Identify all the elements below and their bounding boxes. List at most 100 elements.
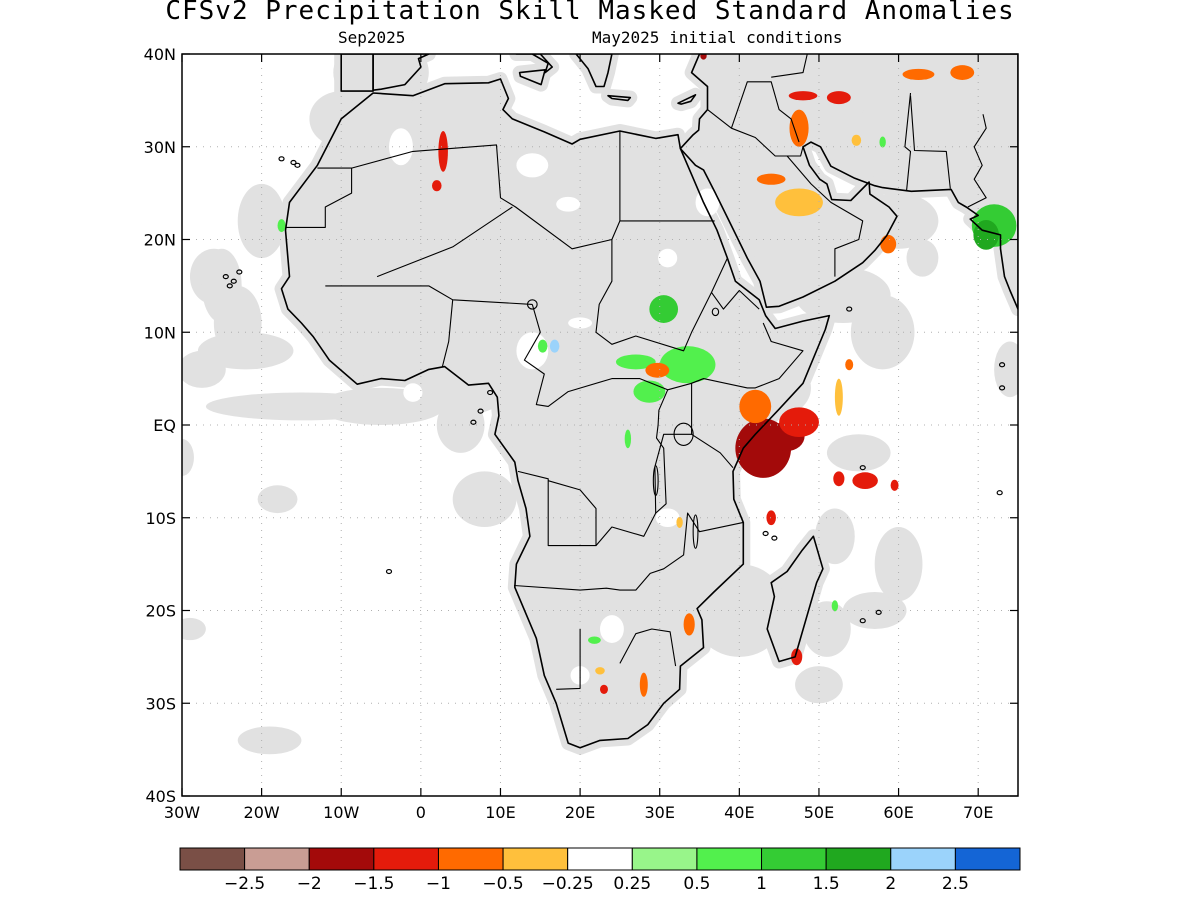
coastline [607,94,632,102]
lake-outline [711,307,720,317]
anomaly-patch [756,173,786,185]
colorbar-swatch [308,847,375,871]
anomaly-patch [615,354,656,370]
anomaly-patch [432,180,442,192]
anomaly-shading [277,54,1017,697]
masked-region [858,193,939,249]
country-border [513,512,744,591]
island-outline [859,618,866,624]
anomaly-patch [791,648,803,666]
coastlines-and-borders [222,54,1072,749]
colorbar-label: 2.5 [942,874,969,894]
anomaly-patch [277,219,286,233]
coastline [340,54,374,92]
x-tick-label: 70E [963,803,993,822]
country-border [730,81,800,143]
anomaly-patch [852,472,878,489]
anomaly-patch [834,378,843,416]
country-border [548,480,597,546]
anomaly-patch [639,672,648,697]
y-tick-label: 20S [145,602,176,621]
island-outline [846,306,853,312]
initial-conditions-label: May2025 initial conditions [592,28,843,47]
lake-outline [692,514,699,549]
island-outline [487,389,494,396]
y-tick-label: 30N [144,138,176,157]
target-month-label: Sep2025 [338,28,406,47]
x-tick-label: 0 [416,803,426,822]
colorbar-label: 0.25 [613,874,651,894]
island-outline [278,156,285,162]
anomaly-patch [833,471,845,487]
y-tick-label: 10N [144,323,176,342]
x-tick-label: 40E [724,803,754,822]
colorbar-label: −0.5 [482,874,523,894]
masked-region [874,527,923,602]
anomaly-patch [779,407,819,438]
anomaly-patch [766,510,776,526]
colorbar-swatch [567,847,633,871]
y-tick-label: 30S [145,694,176,713]
anomaly-patch [973,220,999,250]
country-border [556,629,581,690]
masked-region [803,601,851,657]
colorbar-label: 2 [885,874,896,894]
anomaly-patch [739,389,772,424]
anomaly-patch [950,65,975,80]
colorbar-swatch [373,847,439,871]
masked-region [842,591,907,630]
unmasked-gap [403,383,423,402]
island-outline [385,568,393,575]
island-outline [477,408,484,414]
lake-outline [526,299,538,310]
colorbar-label: 0.5 [683,874,710,894]
unmasked-gap [516,153,549,178]
coastline [766,535,824,663]
x-tick-label: 60E [883,803,913,822]
unmasked-gap [600,615,624,643]
colorbar-swatch [437,847,504,871]
colorbar-swatch [179,847,246,871]
chart-title: CFSv2 Precipitation Skill Masked Standar… [165,0,1015,26]
colorbar-swatch [890,847,956,871]
anomaly-patch [845,359,854,371]
country-border [904,92,912,192]
island-outline [875,609,882,615]
masked-region [691,564,788,657]
country-border [711,289,760,310]
anomaly-patch [595,667,605,675]
island-outline [470,419,477,425]
colorbar-swatch [502,847,569,871]
x-tick-label: 30E [644,803,674,822]
anomaly-patch [831,600,839,612]
anomaly-patch [649,295,679,323]
x-tick-label: 50E [804,803,834,822]
anomaly-patch [659,346,716,384]
x-tick-label: 30W [164,803,200,822]
island-outline [226,283,233,289]
anomaly-patch [588,636,601,644]
island-outline [996,490,1003,496]
coastline [1056,334,1072,369]
masked-region [182,617,206,641]
anomaly-patch [633,380,666,403]
masked-region [237,726,302,755]
colorbar-swatch [696,847,763,871]
country-border [325,285,533,305]
unmasked-gap [658,248,678,268]
masked-region [826,434,891,472]
coastline [575,54,613,88]
country-border [707,109,804,157]
lake-outline [673,422,694,446]
country-border [351,144,715,250]
x-tick-label: 10W [323,803,359,822]
y-tick-label: EQ [153,416,176,435]
colorbar-swatch [761,847,827,871]
unmasked-gap [556,196,581,212]
colorbar: −2.5 −2 −1.5 −1 −0.5 −0.25 0.25 0.5 1 1.5 2 2.5 [179,847,1021,894]
island-outline [236,269,243,275]
anomaly-patch [880,234,897,254]
island-outline [998,362,1006,368]
x-tick-label: 10E [485,803,515,822]
